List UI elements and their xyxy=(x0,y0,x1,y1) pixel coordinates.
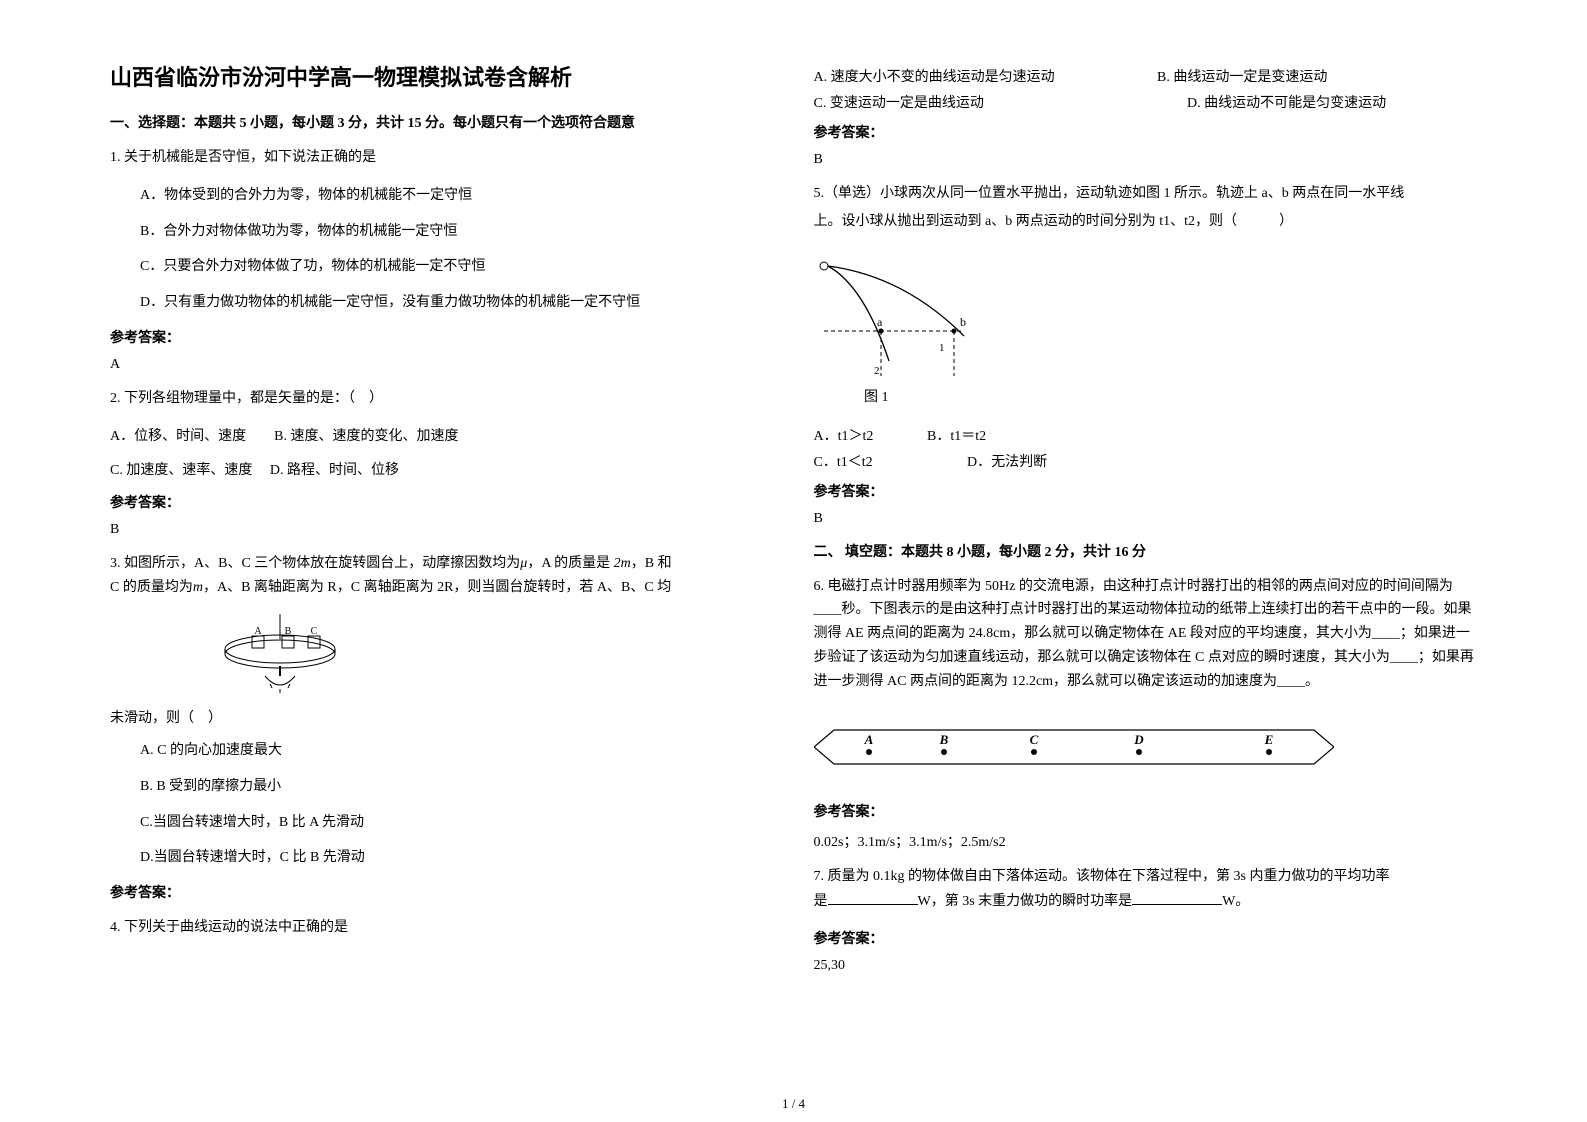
q3-figure-turntable: A B C xyxy=(210,614,350,699)
q2-options-line2: C. 加速度、速率、速度 D. 路程、时间、位移 xyxy=(110,459,774,483)
q7-l2-p3: W。 xyxy=(1222,894,1249,909)
q4-option-c: C. 变速运动一定是曲线运动 xyxy=(814,92,1184,112)
q5-answer-label: 参考答案： xyxy=(814,481,1478,501)
q5-fig-label-2: 2 xyxy=(874,365,880,377)
q3-stem-l2-p1: C 的质量均为 xyxy=(110,580,193,595)
q3-after-fig: 未滑动，则（ ） xyxy=(110,707,774,727)
q5-option-a: A．t1＞t2 xyxy=(814,425,924,445)
page-number: 1 / 4 xyxy=(782,1096,805,1112)
q7-answer: 25,30 xyxy=(814,958,1478,974)
q2-answer-label: 参考答案： xyxy=(110,492,774,512)
right-column: A. 速度大小不变的曲线运动是匀速运动 B. 曲线运动一定是变速运动 C. 变速… xyxy=(794,60,1498,1092)
q3-stem-p3: ，B 和 xyxy=(631,556,672,571)
section1-header: 一、选择题：本题共 5 小题，每小题 3 分，共计 15 分。每小题只有一个选项… xyxy=(110,112,774,132)
tape-label-a: A xyxy=(863,732,873,747)
left-column: 山西省临汾市汾河中学高一物理模拟试卷含解析 一、选择题：本题共 5 小题，每小题… xyxy=(90,60,794,1092)
q3-option-d: D.当圆台转速增大时，C 比 B 先滑动 xyxy=(140,846,774,870)
q7-answer-label: 参考答案： xyxy=(814,928,1478,948)
q3-option-a: A. C 的向心加速度最大 xyxy=(140,739,774,763)
q3-option-b: B. B 受到的摩擦力最小 xyxy=(140,775,774,799)
q7-l1: 7. 质量为 0.1kg 的物体做自由下落体运动。该物体在下落过程中，第 3s … xyxy=(814,865,1478,889)
q6-answer: 0.02s；3.1m/s；3.1m/s；2.5m/s2 xyxy=(814,831,1478,851)
q3-fig-label-c: C xyxy=(311,626,318,637)
exam-title: 山西省临汾市汾河中学高一物理模拟试卷含解析 xyxy=(110,60,774,92)
q5-fig-label-a: a xyxy=(877,315,883,329)
q1-option-d: D．只有重力做功物体的机械能一定守恒，没有重力做功物体的机械能一定不守恒 xyxy=(140,291,774,315)
q5-option-c: C．t1＜t2 xyxy=(814,451,964,471)
q5-options-row1: A．t1＞t2 B．t1＝t2 xyxy=(814,425,1478,445)
q5-fig-label-b: b xyxy=(960,315,966,329)
q1-option-b: B．合外力对物体做功为零，物体的机械能一定守恒 xyxy=(140,220,774,244)
q3-stem-p2: ，A 的质量是 xyxy=(527,556,610,571)
q3-fig-label-a: A xyxy=(254,626,262,637)
q4-stem: 4. 下列关于曲线运动的说法中正确的是 xyxy=(110,916,774,940)
q5-option-d: D．无法判断 xyxy=(967,451,1047,471)
q2-options-line1: A．位移、时间、速度 B. 速度、速度的变化、加速度 xyxy=(110,425,774,449)
q3-mass-bc: m xyxy=(193,580,203,595)
q5-stem-l1: 5.（单选）小球两次从同一位置水平抛出，运动轨迹如图 1 所示。轨迹上 a、b … xyxy=(814,182,1478,206)
q3-stem-p1: 3. 如图所示，A、B、C 三个物体放在旋转圆台上，动摩擦因数均为 xyxy=(110,556,520,571)
q1-option-a: A．物体受到的合外力为零，物体的机械能不一定守恒 xyxy=(140,184,774,208)
q5-fig-caption: 图 1 xyxy=(864,390,889,405)
q7-l2-p2: W，第 3s 末重力做功的瞬时功率是 xyxy=(918,894,1133,909)
q3-mass-a: 2m xyxy=(614,556,631,571)
q2-stem: 2. 下列各组物理量中，都是矢量的是：（ ） xyxy=(110,387,774,411)
q4-answer-label: 参考答案： xyxy=(814,122,1478,142)
q4-options-row2: C. 变速运动一定是曲线运动 D. 曲线运动不可能是匀变速运动 xyxy=(814,92,1478,112)
q6-figure-tape: A B C D E xyxy=(814,722,1334,772)
q4-answer: B xyxy=(814,152,1478,168)
q1-stem: 1. 关于机械能是否守恒，如下说法正确的是 xyxy=(110,146,774,170)
q4-option-b: B. 曲线运动一定是变速运动 xyxy=(1157,66,1327,86)
q1-answer-label: 参考答案： xyxy=(110,327,774,347)
page: 山西省临汾市汾河中学高一物理模拟试卷含解析 一、选择题：本题共 5 小题，每小题… xyxy=(0,0,1587,1122)
tape-label-b: B xyxy=(938,732,948,747)
q2-answer: B xyxy=(110,522,774,538)
q3-option-c: C.当圆台转速增大时，B 比 A 先滑动 xyxy=(140,811,774,835)
tape-label-e: E xyxy=(1263,732,1273,747)
q1-option-c: C．只要合外力对物体做了功，物体的机械能一定不守恒 xyxy=(140,255,774,279)
section2-header: 二、 填空题：本题共 8 小题，每小题 2 分，共计 16 分 xyxy=(814,541,1478,561)
q3-fig-label-b: B xyxy=(285,626,292,637)
q7-l2: 是 W，第 3s 末重力做功的瞬时功率是 W。 xyxy=(814,890,1478,914)
q5-answer: B xyxy=(814,511,1478,527)
q4-options-row1: A. 速度大小不变的曲线运动是匀速运动 B. 曲线运动一定是变速运动 xyxy=(814,66,1478,86)
q3-stem: 3. 如图所示，A、B、C 三个物体放在旋转圆台上，动摩擦因数均为μ，A 的质量… xyxy=(110,552,774,600)
q3-answer-label: 参考答案： xyxy=(110,882,774,902)
q4-option-a: A. 速度大小不变的曲线运动是匀速运动 xyxy=(814,66,1154,86)
tape-label-c: C xyxy=(1029,732,1038,747)
q3-stem-l2-p2: ，A、B 离轴距离为 R，C 离轴距离为 2R，则当圆台旋转时，若 A、B、C … xyxy=(203,580,671,595)
tape-label-d: D xyxy=(1133,732,1144,747)
q5-stem-l2: 上。设小球从抛出到运动到 a、b 两点运动的时间分别为 t1、t2，则（ ） xyxy=(814,210,1478,234)
q1-answer: A xyxy=(110,357,774,373)
q6-answer-label: 参考答案： xyxy=(814,801,1478,821)
q4-option-d: D. 曲线运动不可能是匀变速运动 xyxy=(1187,92,1386,112)
q7-l2-p1: 是 xyxy=(814,894,828,909)
q5-fig-label-1: 1 xyxy=(939,342,945,354)
q5-option-b: B．t1＝t2 xyxy=(927,425,986,445)
q6-text: 6. 电磁打点计时器用频率为 50Hz 的交流电源，由这种打点计时器打出的相邻的… xyxy=(814,575,1478,694)
q5-options-row2: C．t1＜t2 D．无法判断 xyxy=(814,451,1478,471)
q5-figure-projectile: a b 2 1 图 1 xyxy=(814,256,984,406)
